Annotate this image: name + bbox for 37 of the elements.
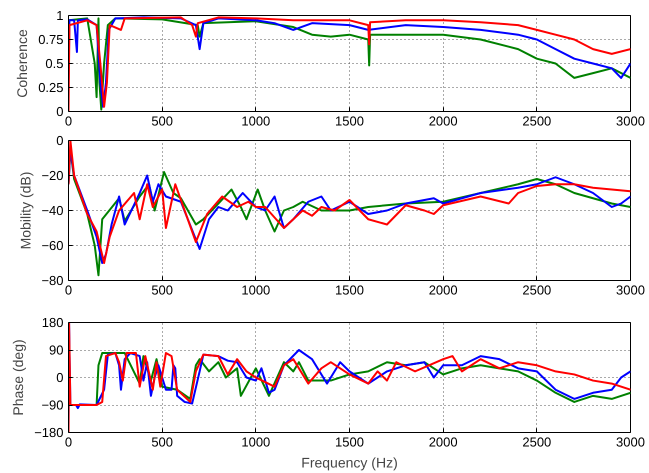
y-tick-label: 1 [56, 8, 64, 23]
y-tick-label: −60 [41, 238, 64, 253]
x-tick-label: 1000 [241, 434, 270, 450]
y-tick-label: 0.5 [45, 56, 64, 71]
y-tick-label: −90 [41, 398, 64, 412]
y-tick-label: 90 [49, 342, 64, 358]
x-tick-label: 500 [151, 434, 174, 450]
x-tick-label: 3000 [616, 434, 645, 450]
y-tick-label: 0.75 [38, 32, 64, 47]
x-tick-label: 1000 [241, 114, 270, 128]
x-tick-label: 2500 [522, 434, 552, 450]
x-axis-title: Frequency (Hz) [301, 454, 398, 470]
y-axis-title: Mobility (dB) [17, 172, 34, 250]
y-tick-label: 0 [56, 104, 64, 119]
y-tick-label: 180 [42, 315, 64, 330]
x-tick-label: 2000 [428, 114, 458, 128]
y-tick-label: 0.25 [38, 80, 64, 95]
y-axis-title: Coherence [14, 29, 30, 98]
x-tick-label: 3000 [616, 282, 645, 298]
y-tick-label: −180 [34, 425, 64, 440]
x-tick-label: 500 [151, 114, 174, 128]
y-tick-label: −40 [41, 203, 64, 218]
x-tick-label: 500 [151, 282, 174, 298]
x-tick-label: 1000 [241, 282, 270, 298]
x-tick-label: 2500 [522, 114, 552, 128]
x-tick-label: 1500 [335, 434, 364, 450]
x-tick-label: 1500 [335, 114, 364, 128]
x-tick-label: 3000 [616, 114, 645, 128]
x-tick-label: 2000 [428, 282, 458, 298]
x-tick-label: 2000 [428, 434, 458, 450]
x-tick-label: 1500 [335, 282, 364, 298]
y-tick-label: 0 [56, 133, 64, 148]
y-tick-label: −20 [41, 168, 64, 183]
y-tick-label: −80 [41, 273, 64, 288]
x-tick-label: 2500 [522, 282, 552, 298]
y-axis-title: Phase (deg) [10, 339, 26, 416]
y-tick-label: 0 [56, 370, 64, 385]
